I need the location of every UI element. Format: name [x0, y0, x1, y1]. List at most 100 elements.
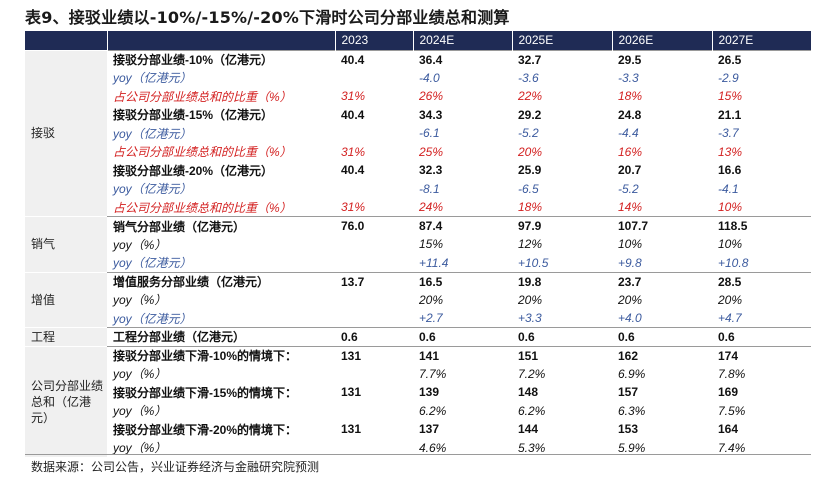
table-title: 表9、接驳业绩以-10%/-15%/-20%下滑时公司分部业绩总和测算	[25, 8, 510, 27]
value-cell: 174	[712, 345, 811, 365]
table-row: yoy（亿港元） -4.0 -3.6 -3.3 -2.9	[25, 69, 811, 88]
value-cell: 10%	[718, 200, 743, 214]
row-label: yoy（亿港元）	[113, 256, 192, 270]
value-cell: 87.4	[413, 216, 512, 235]
table-row: 接驳分部业绩下滑-20%的情境下： 131 137 144 153 164	[25, 420, 811, 439]
value-cell: 32.7	[512, 49, 612, 69]
row-label: yoy（亿港元）	[113, 126, 192, 141]
row-label: 工程分部业绩（亿港元）	[107, 327, 335, 346]
table-row: yoy（亿港元） +11.4 +10.5 +9.8 +10.8	[25, 254, 811, 273]
header-blank	[25, 31, 108, 50]
table-row: yoy（亿港元） -8.1 -6.5 -5.2 -4.1	[25, 180, 811, 199]
segment-performance-table: 2023 2024E 2025E 2026E 2027E 接驳 接驳分部业绩-10…	[25, 31, 811, 457]
value-cell	[335, 254, 413, 273]
row-label: 增值服务分部业绩（亿港元）	[107, 271, 335, 291]
table-row: yoy（%） 6.2% 6.2% 6.3% 7.5%	[25, 402, 811, 421]
value-cell: 6.2%	[419, 403, 447, 418]
value-cell: 29.2	[518, 107, 542, 122]
value-cell: 10%	[718, 237, 743, 252]
value-cell: 76.0	[335, 216, 413, 235]
value-cell: 40.4	[335, 49, 413, 69]
value-cell: 15%	[419, 237, 444, 252]
value-cell: 20%	[518, 292, 543, 307]
value-cell: 31%	[341, 144, 366, 159]
value-cell: 18%	[618, 89, 643, 104]
value-cell: 137	[419, 422, 440, 437]
segment-group: 增值 增值服务分部业绩（亿港元） 13.7 16.5 19.8 23.7 28.5 yoy（%…	[25, 271, 811, 328]
value-cell: -6.5	[518, 181, 539, 196]
value-cell: 36.4	[413, 49, 512, 69]
value-cell: 0.6	[712, 327, 811, 346]
value-cell: 131	[335, 345, 413, 365]
source-note: 数据来源：公司公告，兴业证券经济与金融研究院预测	[31, 460, 320, 474]
segment-group: 接驳 接驳分部业绩-10%（亿港元） 40.4 36.4 32.7 29.5 26.5 yoy…	[25, 49, 811, 217]
value-cell: 7.7%	[419, 366, 447, 381]
value-cell: 14%	[618, 200, 643, 214]
value-cell: 107.7	[612, 216, 712, 235]
row-label: yoy（%）	[113, 404, 167, 419]
value-cell: +10.8	[718, 255, 749, 270]
year-header: 2026E	[612, 31, 713, 50]
value-cell: 13.7	[335, 271, 413, 291]
year-header: 2027E	[718, 33, 754, 48]
value-cell: 7.5%	[718, 403, 746, 418]
value-cell: 15%	[718, 89, 743, 104]
row-label: 占公司分部业绩总和的比重（%）	[113, 200, 292, 215]
value-cell	[335, 124, 413, 143]
value-cell: 10%	[618, 237, 643, 252]
value-cell: -4.0	[419, 70, 440, 85]
value-cell: 7.4%	[718, 440, 746, 455]
value-cell: 12%	[518, 237, 543, 252]
value-cell: 6.2%	[518, 403, 546, 418]
value-cell: -5.2	[518, 126, 539, 141]
value-cell: -2.9	[718, 70, 739, 85]
value-cell: -5.2	[618, 181, 639, 196]
value-cell	[335, 309, 413, 328]
header-row: 2023 2024E 2025E 2026E 2027E	[25, 31, 811, 50]
segment-group: 公司分部业绩总和（亿港元） 接驳分部业绩下滑-10%的情境下： 131 141 151 1…	[25, 345, 811, 458]
value-cell: -4.1	[718, 181, 739, 196]
value-cell: 21.1	[718, 107, 742, 122]
table-row: yoy（%） 4.6% 5.3% 5.9% 7.4%	[25, 439, 811, 458]
row-label: yoy（亿港元）	[113, 311, 192, 326]
year-header: 2024E	[413, 31, 513, 50]
value-cell: 148	[518, 385, 539, 400]
value-cell: 6.9%	[618, 366, 646, 381]
value-cell: 26%	[419, 89, 444, 104]
row-label: 占公司分部业绩总和的比重（%）	[113, 89, 292, 104]
table-row: yoy（%） 7.7% 7.2% 6.9% 7.8%	[25, 365, 811, 384]
header-blank	[107, 31, 336, 50]
value-cell: 22%	[518, 89, 543, 104]
row-label: 接驳分部业绩-20%（亿港元）	[113, 163, 274, 178]
row-label: 接驳分部业绩-15%（亿港元）	[113, 108, 274, 123]
value-cell: +3.3	[518, 311, 542, 325]
value-cell: 5.9%	[618, 440, 646, 455]
value-cell: 26.5	[712, 49, 811, 69]
value-cell: 0.6	[335, 327, 413, 346]
value-cell: 25%	[419, 144, 444, 159]
value-cell: 141	[413, 345, 512, 365]
value-cell: +11.4	[419, 255, 449, 270]
value-cell: 164	[718, 422, 739, 437]
value-cell: 18%	[518, 200, 543, 214]
table-row: yoy（%） 20% 20% 20% 20%	[25, 291, 811, 310]
value-cell: 4.6%	[419, 440, 447, 455]
value-cell: 144	[518, 422, 539, 437]
value-cell: 40.4	[341, 163, 365, 178]
value-cell: 0.6	[612, 327, 712, 346]
value-cell: +9.8	[618, 255, 642, 270]
segment-label: 工程	[25, 327, 107, 346]
value-cell	[335, 235, 413, 254]
value-cell: 5.3%	[518, 440, 546, 455]
value-cell: 157	[618, 385, 639, 400]
table-row: 占公司分部业绩总和的比重（%） 31% 24% 18% 14% 10%	[25, 198, 811, 217]
table-row: yoy（亿港元） -6.1 -5.2 -4.4 -3.7	[25, 124, 811, 143]
row-label: 接驳分部业绩下滑-10%的情境下：	[107, 345, 335, 365]
value-cell: 28.5	[712, 271, 811, 291]
row-label: 占公司分部业绩总和的比重（%）	[113, 145, 292, 160]
value-cell: +4.7	[718, 311, 742, 325]
segment-label: 销气	[25, 216, 107, 272]
value-cell: 16%	[618, 144, 643, 159]
segment-group: 销气 销气分部业绩（亿港元） 76.0 87.4 97.9 107.7 118.5 yoy（%…	[25, 216, 811, 273]
row-label: 销气分部业绩（亿港元）	[107, 216, 335, 235]
